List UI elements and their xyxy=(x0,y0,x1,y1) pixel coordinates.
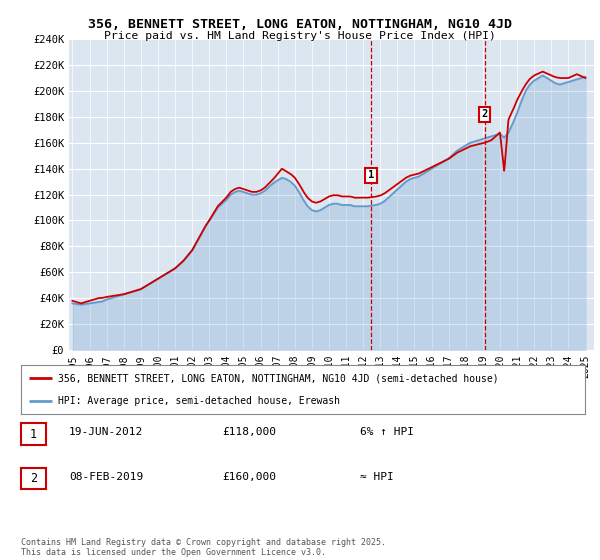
Text: 356, BENNETT STREET, LONG EATON, NOTTINGHAM, NG10 4JD (semi-detached house): 356, BENNETT STREET, LONG EATON, NOTTING… xyxy=(58,374,498,384)
Text: Price paid vs. HM Land Registry's House Price Index (HPI): Price paid vs. HM Land Registry's House … xyxy=(104,31,496,41)
Text: 08-FEB-2019: 08-FEB-2019 xyxy=(69,472,143,482)
Text: £160,000: £160,000 xyxy=(222,472,276,482)
Text: 6% ↑ HPI: 6% ↑ HPI xyxy=(360,427,414,437)
Text: 2: 2 xyxy=(30,472,37,486)
Text: 19-JUN-2012: 19-JUN-2012 xyxy=(69,427,143,437)
Text: 2: 2 xyxy=(481,109,488,119)
Text: 1: 1 xyxy=(368,170,374,180)
Text: HPI: Average price, semi-detached house, Erewash: HPI: Average price, semi-detached house,… xyxy=(58,396,340,406)
Text: Contains HM Land Registry data © Crown copyright and database right 2025.
This d: Contains HM Land Registry data © Crown c… xyxy=(21,538,386,557)
Text: 356, BENNETT STREET, LONG EATON, NOTTINGHAM, NG10 4JD: 356, BENNETT STREET, LONG EATON, NOTTING… xyxy=(88,18,512,31)
Text: 1: 1 xyxy=(30,427,37,441)
Text: ≈ HPI: ≈ HPI xyxy=(360,472,394,482)
Text: £118,000: £118,000 xyxy=(222,427,276,437)
